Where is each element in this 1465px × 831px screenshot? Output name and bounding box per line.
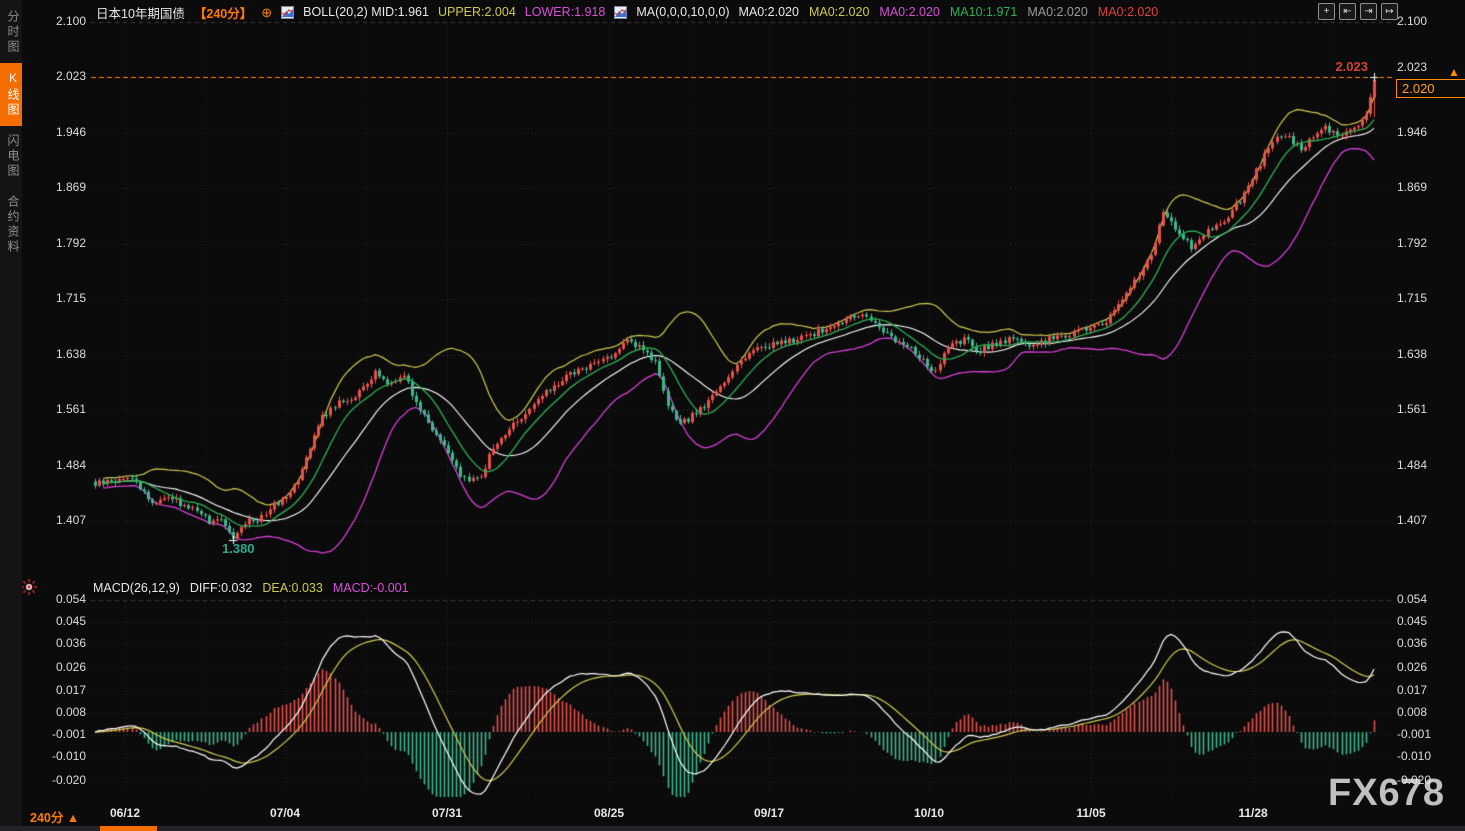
ma-values: MA0:2.020 MA0:2.020 MA0:2.020 MA10:1.971 MA0… (738, 5, 1158, 19)
low-price-label: 1.380 (222, 541, 255, 556)
price-axis-label-left: 1.638 (55, 346, 86, 361)
boll-name-and-mid: BOLL(20,2) MID:1.961 (303, 5, 429, 19)
price-axis-label-right: 1.946 (1397, 124, 1428, 139)
high-price-label: 2.023 (1335, 59, 1368, 74)
timeframe-selector[interactable]: 240分 ▲ (30, 811, 80, 825)
ma-value: MA10:1.971 (949, 5, 1018, 19)
date-label: 07/04 (269, 806, 301, 820)
pan-start-icon[interactable]: ⇤ (1339, 3, 1356, 20)
boll-lower-value: LOWER:1.918 (524, 5, 606, 19)
macd-axis-label-left: 0.036 (55, 636, 86, 651)
price-axis-label-left: 2.100 (55, 14, 86, 28)
indicator-header: 日本10年期国债 【240分】 ⊕ BOLL(20,2) MID:1.961 U… (96, 3, 1158, 21)
price-axis-label-left: 2.023 (55, 69, 86, 84)
move-crosshair-icon[interactable]: + (1318, 3, 1335, 20)
chart-scrollbar-track[interactable] (0, 826, 1465, 831)
price-axis-label-right: 1.715 (1397, 291, 1428, 306)
timeframe-dropdown-arrow-icon: ▲ (66, 811, 80, 825)
ma-value: MA0:2.020 (879, 5, 940, 19)
ma-indicator-icon[interactable] (614, 5, 628, 19)
date-label: 07/31 (431, 806, 463, 820)
price-axis-label-left: 1.407 (55, 513, 86, 527)
sidebar-tab-1[interactable]: K线图 (0, 63, 22, 126)
macd-hist-value: MACD:-0.001 (332, 581, 409, 595)
instrument-title: 日本10年期国债 (96, 6, 185, 21)
date-label: 11/05 (1076, 806, 1106, 820)
price-axis-label-left: 1.484 (55, 457, 86, 472)
price-axis-label-right: 1.792 (1397, 235, 1428, 250)
price-axis-label-right: 1.869 (1397, 180, 1428, 195)
price-axis-label-left: 1.792 (55, 235, 86, 250)
macd-axis-label-right: -0.001 (1397, 726, 1432, 741)
price-axis-label-left: 1.946 (55, 124, 86, 139)
ma-value: MA0:2.020 (738, 5, 799, 19)
macd-axis-label-right: 0.054 (1397, 592, 1428, 606)
macd-axis-label-right: -0.010 (1397, 748, 1432, 763)
macd-axis-label-right: 0.008 (1397, 704, 1428, 719)
macd-header: MACD(26,12,9) DIFF:0.032 DEA:0.033 MACD:… (93, 581, 409, 595)
price-axis-label-right: 1.638 (1397, 346, 1428, 361)
macd-axis-label-right: -0.020 (1397, 773, 1432, 787)
chart-scrollbar-thumb[interactable] (100, 826, 157, 831)
date-label: 08/25 (593, 806, 625, 820)
macd-axis-label-left: 0.054 (55, 592, 86, 606)
macd-axis-label-left: -0.020 (51, 773, 86, 787)
sidebar-tab-0[interactable]: 分时图 (6, 10, 20, 55)
macd-axis-label-right: 0.036 (1397, 636, 1428, 651)
macd-axis-label-left: -0.001 (51, 726, 86, 741)
macd-axis-label-left: 0.017 (55, 682, 86, 697)
sidebar-tab-2[interactable]: 闪电图 (6, 134, 20, 179)
boll-upper-value: UPPER:2.004 (437, 5, 516, 19)
expand-circle-icon[interactable]: ⊕ (261, 4, 273, 20)
date-label: 11/28 (1238, 806, 1268, 820)
fx678-watermark: FX678 (1328, 772, 1445, 814)
sidebar: 分时图 K线图闪电图合约资料 (0, 0, 22, 831)
macd-name: MACD(26,12,9) (93, 581, 180, 595)
price-axis-label-right: 2.100 (1397, 14, 1428, 28)
ma-value: MA0:2.020 (1097, 5, 1159, 19)
macd-diff-value: DIFF:0.032 (189, 581, 253, 595)
period-tag: 【240分】 (193, 6, 253, 21)
price-axis-label-left: 1.869 (55, 180, 86, 195)
macd-axis-label-right: 0.017 (1397, 682, 1428, 697)
price-axis-label-right: 2.023 (1397, 60, 1428, 75)
latest-price-arrow-icon[interactable]: ▲ (1448, 65, 1460, 79)
pan-end-icon[interactable]: ⇥ (1360, 3, 1377, 20)
price-axis-label-right: 1.484 (1397, 457, 1428, 472)
ma-value: MA0:2.020 (808, 5, 870, 19)
last-price-box: 2.020 (1396, 79, 1465, 98)
macd-axis-label-right: 0.045 (1397, 614, 1428, 628)
date-label: 06/12 (109, 806, 141, 820)
macd-axis-label-left: -0.010 (51, 748, 86, 763)
date-label: 10/10 (913, 806, 945, 820)
boll-indicator-icon[interactable] (281, 5, 295, 19)
ma-name: MA(0,0,0,10,0,0) (636, 5, 730, 19)
date-label: 09/17 (753, 806, 785, 820)
price-axis-label-right: 1.407 (1397, 513, 1428, 527)
chart-toolbar: + ⇤ ⇥ ↦ (1318, 3, 1398, 20)
ma-value: MA0:2.020 (1027, 5, 1088, 19)
macd-dea-value: DEA:0.033 (262, 581, 323, 595)
macd-axis-label-left: 0.008 (55, 704, 86, 719)
price-axis-label-left: 1.561 (55, 402, 86, 417)
price-axis-label-right: 1.561 (1397, 402, 1428, 417)
macd-axis-label-left: 0.045 (55, 614, 86, 628)
sidebar-tab-3[interactable]: 合约资料 (6, 195, 20, 255)
price-axis-label-left: 1.715 (55, 291, 86, 306)
step-forward-icon[interactable]: ↦ (1381, 3, 1398, 20)
macd-axis-label-left: 0.026 (55, 660, 86, 675)
macd-axis-label-right: 0.026 (1397, 660, 1428, 675)
